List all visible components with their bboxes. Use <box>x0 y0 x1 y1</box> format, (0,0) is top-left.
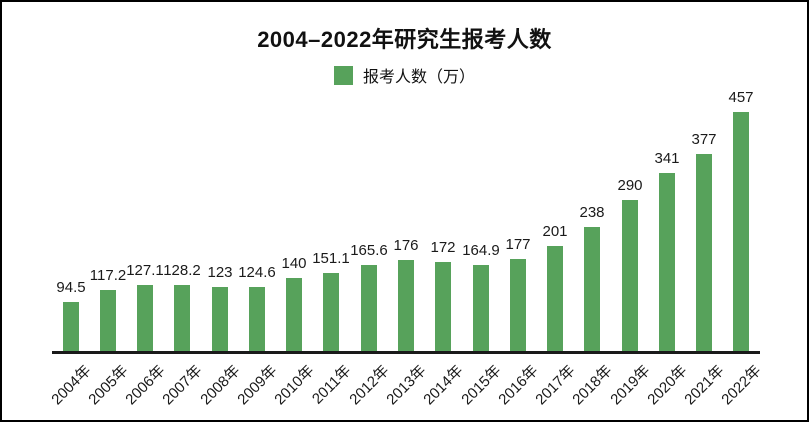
bar-value-label: 176 <box>393 237 419 254</box>
bar-2004年 <box>63 302 79 351</box>
bar-value-label: 117.2 <box>89 267 127 284</box>
bar-value-label: 151.1 <box>312 250 350 267</box>
bar-value-label: 201 <box>542 223 568 240</box>
bar-2007年 <box>174 285 190 351</box>
chart-title: 2004–2022年研究生报考人数 <box>257 27 552 52</box>
bar-value-label: 140 <box>281 255 307 272</box>
bar-value-label: 124.6 <box>238 264 276 281</box>
bar-value-label: 172 <box>430 239 456 256</box>
bar-2005年 <box>100 290 116 351</box>
bar-value-label: 457 <box>728 89 754 106</box>
bar-value-label: 165.6 <box>350 242 388 259</box>
legend-label: 报考人数（万） <box>362 69 475 86</box>
bar-value-label: 127.1 <box>126 262 164 279</box>
x-axis-line <box>52 351 760 354</box>
bar-2014年 <box>435 262 451 351</box>
bar-2009年 <box>249 287 265 351</box>
bar-value-label: 290 <box>617 177 643 194</box>
bar-2015年 <box>473 265 489 351</box>
bar-2021年 <box>696 154 712 351</box>
bar-2010年 <box>286 278 302 351</box>
chart-legend: 报考人数（万） <box>2 63 807 87</box>
bar-2020年 <box>659 173 675 351</box>
bar-2018年 <box>584 227 600 351</box>
bar-value-label: 341 <box>654 150 680 167</box>
bar-2022年 <box>733 112 749 351</box>
bar-value-label: 94.5 <box>56 279 86 296</box>
bar-value-label: 238 <box>579 204 605 221</box>
bar-value-label: 123 <box>207 264 233 281</box>
bar-value-label: 177 <box>505 236 531 253</box>
bar-2016年 <box>510 259 526 351</box>
bar-value-label: 377 <box>691 131 717 148</box>
bar-2008年 <box>212 287 228 351</box>
legend-swatch-icon <box>333 65 353 85</box>
bar-2013年 <box>398 260 414 351</box>
bar-2006年 <box>137 285 153 351</box>
bar-value-label: 164.9 <box>462 242 500 259</box>
bar-value-label: 128.2 <box>163 262 201 279</box>
bar-2011年 <box>323 273 339 351</box>
bar-2017年 <box>547 246 563 351</box>
bar-2012年 <box>361 265 377 351</box>
bar-2019年 <box>622 200 638 351</box>
